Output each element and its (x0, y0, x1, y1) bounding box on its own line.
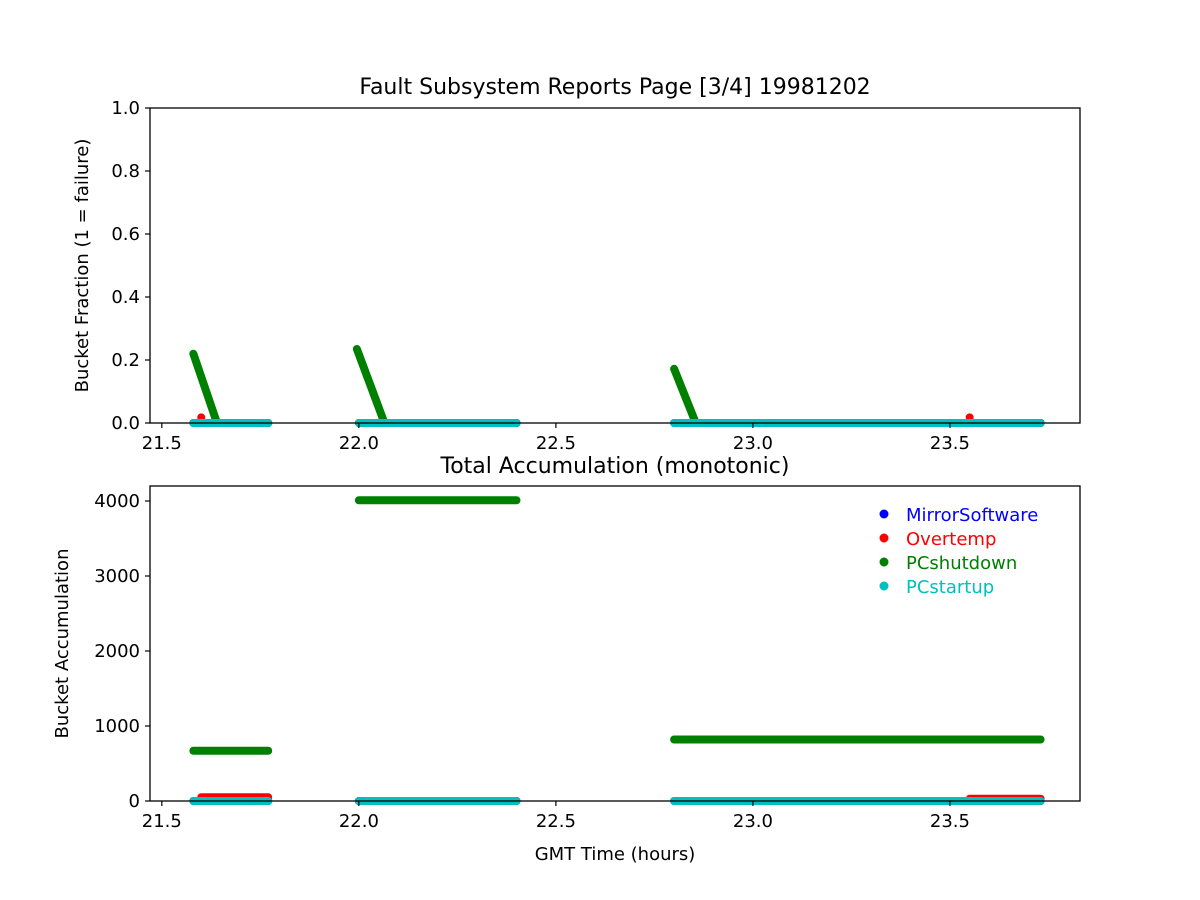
legend-label-pcstartup: PCstartup (906, 577, 994, 598)
accumulation-title: Total Accumulation (monotonic) (440, 454, 790, 479)
accumulation-panel: Total Accumulation (monotonic) 21.5 22.0 2… (52, 454, 1081, 865)
legend-marker-mirrorsoftware (879, 509, 889, 519)
legend-label-overtemp: Overtemp (906, 529, 996, 550)
x-tick-label: 22.0 (339, 433, 379, 454)
chart-title: Fault Subsystem Reports Page [3/4] 19981… (359, 75, 870, 100)
y-tick-label: 0 (129, 791, 140, 812)
x-tick-label: 23.0 (733, 433, 773, 454)
x-tick-label: 23.5 (930, 811, 970, 832)
x-tick-label: 22.5 (536, 433, 576, 454)
series-pcshutdown-points (352, 344, 389, 427)
x-axis-label: GMT Time (hours) (535, 844, 696, 865)
y-tick-label: 0.8 (111, 161, 140, 182)
accumulation-y-axis-label: Bucket Accumulation (52, 549, 73, 739)
fraction-axes-frame (149, 107, 1081, 424)
y-tick-label: 0.2 (111, 350, 140, 371)
x-tick-label: 22.0 (339, 811, 379, 832)
y-tick-label: 1000 (94, 716, 140, 737)
y-tick-label: 0.0 (111, 413, 140, 434)
y-tick-label: 3000 (94, 566, 140, 587)
fraction-y-axis-label: Bucket Fraction (1 = failure) (72, 139, 93, 393)
fraction-panel: Fault Subsystem Reports Page [3/4] 19981… (72, 75, 1081, 454)
legend-label-mirrorsoftware: MirrorSoftware (906, 505, 1038, 526)
accumulation-axes-frame (149, 485, 1081, 802)
x-tick-label: 22.5 (536, 811, 576, 832)
legend-marker-pcshutdown (879, 557, 889, 567)
x-tick-label: 21.5 (142, 433, 182, 454)
y-tick-label: 4000 (94, 491, 140, 512)
legend-marker-overtemp (879, 533, 889, 543)
y-tick-label: 0.6 (111, 224, 140, 245)
x-tick-label: 21.5 (142, 811, 182, 832)
legend: MirrorSoftware Overtemp PCshutdown PCstartu… (879, 505, 1038, 598)
x-tick-label: 23.0 (733, 811, 773, 832)
series-pcshutdown-points (670, 364, 700, 427)
series-pcshutdown-points (189, 349, 221, 427)
fraction-axis-ticks: 21.5 22.0 22.5 23.0 23.5 0.0 0.2 0.4 0.6 0.8 1.0 (111, 98, 970, 454)
accumulation-axis-ticks: 21.5 22.0 22.5 23.0 23.5 0 1000 2000 3000 4000 (94, 491, 970, 832)
legend-label-pcshutdown: PCshutdown (906, 553, 1017, 574)
x-tick-label: 23.5 (930, 433, 970, 454)
y-tick-label: 2000 (94, 641, 140, 662)
y-tick-label: 1.0 (111, 98, 140, 119)
y-tick-label: 0.4 (111, 287, 140, 308)
legend-marker-pcstartup (879, 581, 889, 591)
